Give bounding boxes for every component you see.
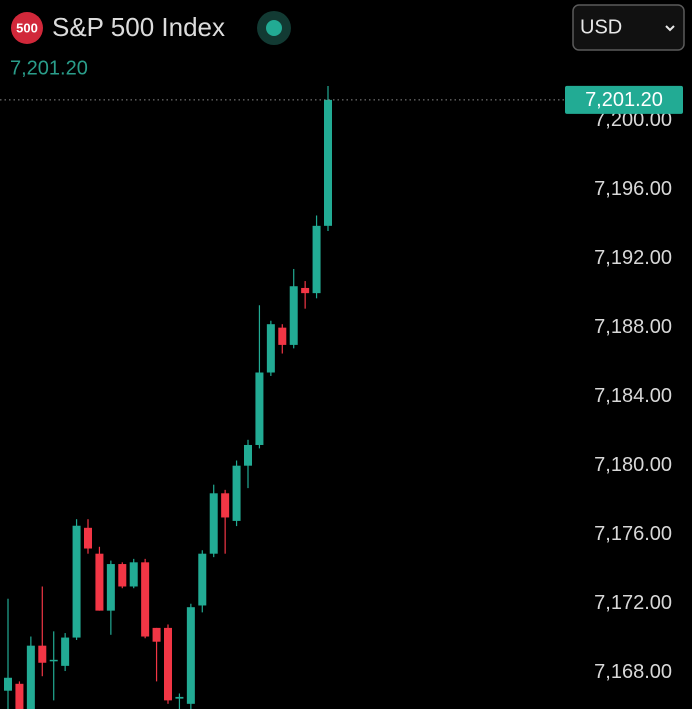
candle-body (118, 564, 127, 587)
plot-area (4, 86, 332, 709)
candle-body (289, 286, 298, 345)
candle-body (49, 659, 58, 662)
candle-body (84, 527, 92, 549)
candle-body (312, 225, 321, 294)
y-tick-label: 7,192.00 (594, 247, 672, 269)
y-tick-label: 7,180.00 (594, 454, 672, 476)
candle-body (186, 607, 195, 704)
candle-body (15, 683, 24, 709)
header: 500 S&P 500 Index 7,201.20 USD (10, 4, 685, 79)
candle-body (95, 553, 104, 611)
badge-text: 500 (16, 20, 38, 35)
y-tick-label: 7,176.00 (594, 523, 672, 545)
chart-title: S&P 500 Index (52, 12, 225, 42)
candle-body (152, 627, 161, 642)
candle-body (175, 696, 184, 699)
y-tick-label: 7,168.00 (594, 661, 672, 683)
dropdown-text[interactable]: USD (580, 16, 622, 38)
candle-body (278, 327, 287, 345)
candle-body (221, 493, 230, 518)
current-price: 7,201.20 (10, 57, 88, 79)
status-dot (266, 20, 282, 36)
y-axis: 7,168.00 7,172.00 7,176.00 7,180.00 7,184.00… (566, 109, 672, 683)
y-tick-label: 7,184.00 (594, 385, 672, 407)
candle-body (72, 525, 81, 638)
candle-body (232, 465, 241, 521)
candle-body (38, 645, 47, 663)
candle-body (61, 637, 70, 666)
dropdown-box[interactable] (572, 4, 685, 51)
candle-body (129, 562, 138, 587)
candle-body (244, 444, 252, 466)
candle-body (198, 553, 207, 606)
y-tick-label: 7,172.00 (594, 592, 672, 614)
candle-body (141, 562, 150, 637)
last-price-label: 7,201.20 (585, 89, 663, 111)
candle-body (301, 287, 310, 294)
y-tick-label: 7,188.00 (594, 316, 672, 338)
candle-body (26, 645, 35, 709)
candle-body (255, 372, 264, 445)
candle-body (209, 493, 218, 554)
currency-dropdown[interactable]: USD (572, 4, 685, 51)
last-price-tag (565, 85, 683, 114)
candle-body (106, 564, 115, 611)
y-tick-label: 7,200.00 (594, 109, 672, 131)
y-tick-label: 7,196.00 (594, 178, 672, 200)
badge-icon (11, 12, 43, 44)
candle-body (4, 677, 12, 691)
candle-body (324, 99, 332, 226)
candle-body (266, 324, 275, 373)
candle-body (164, 627, 172, 701)
dropdown-chevron[interactable] (665, 25, 675, 32)
